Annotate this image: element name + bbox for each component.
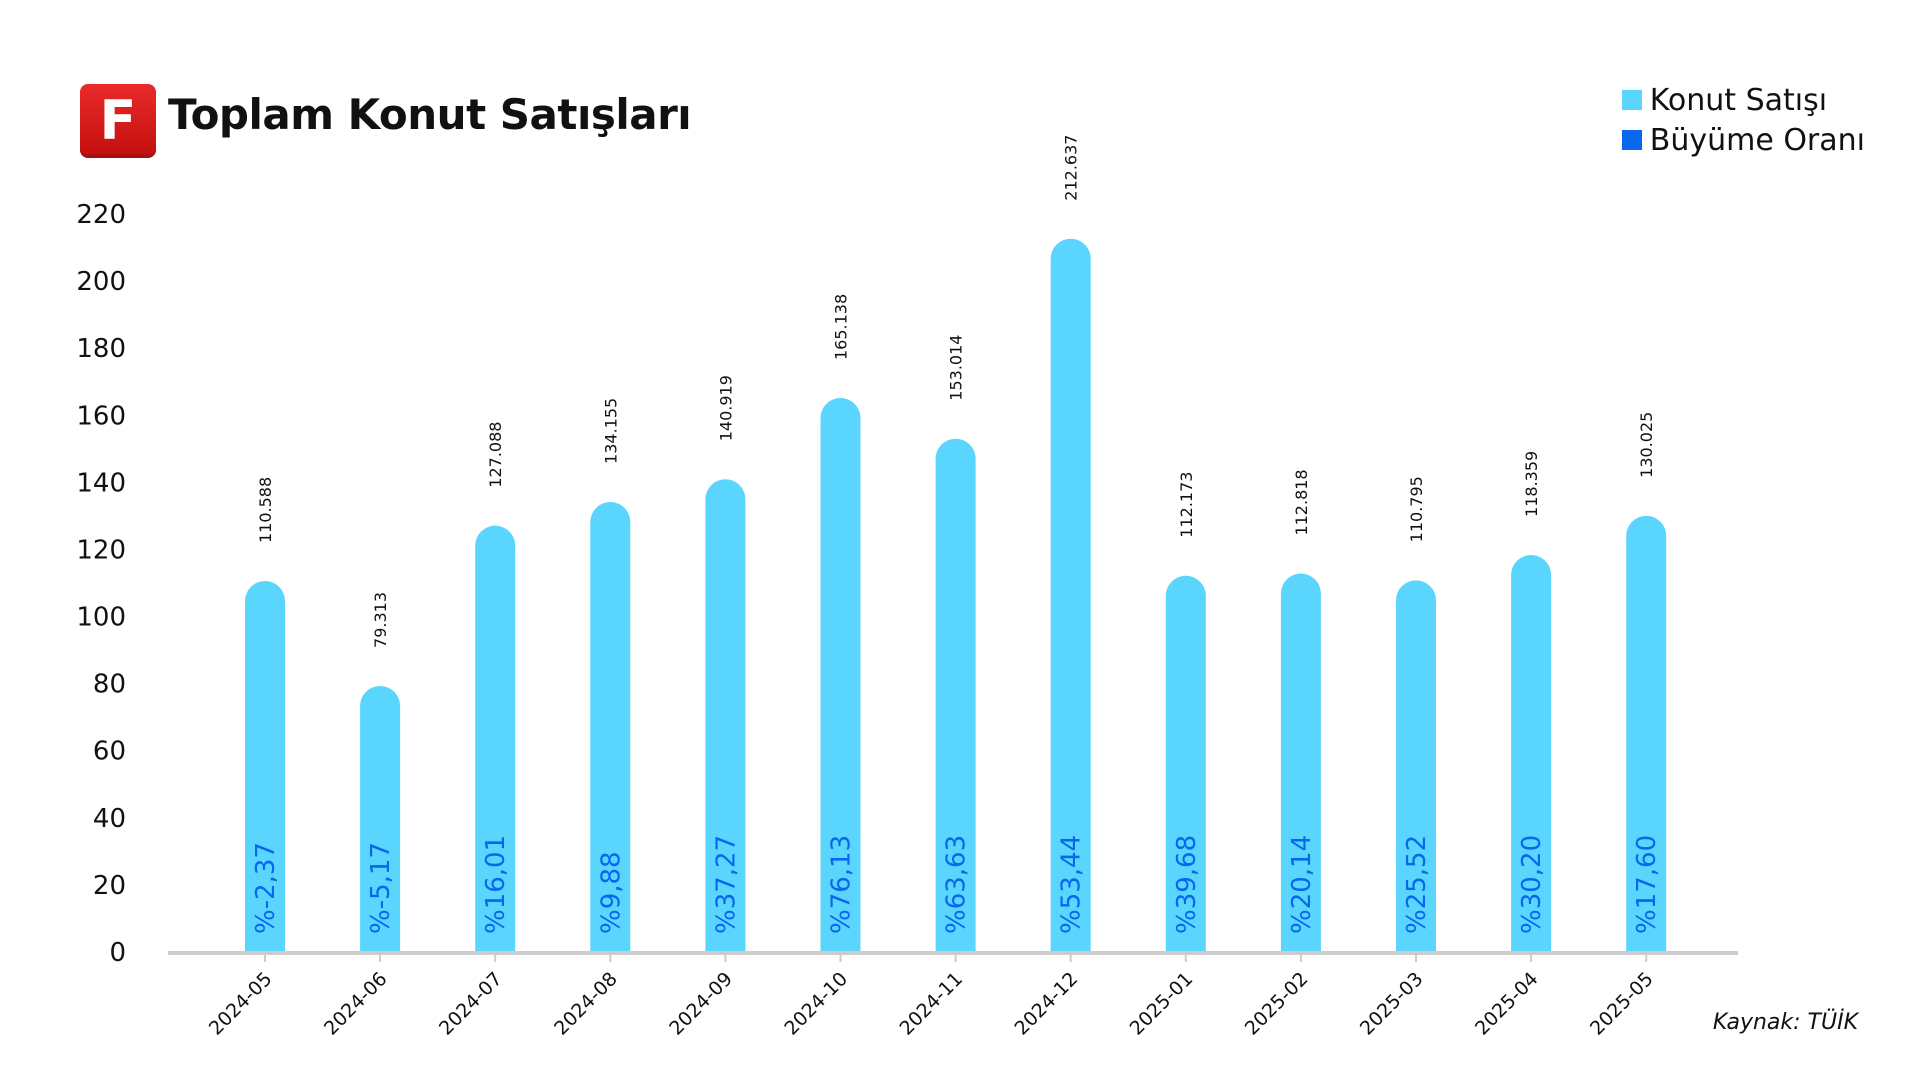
y-tick-label: 100 bbox=[76, 603, 126, 633]
growth-rate-label: %25,52 bbox=[1402, 835, 1432, 934]
y-tick-label: 160 bbox=[76, 401, 126, 431]
growth-rate-label: %39,68 bbox=[1172, 835, 1202, 934]
x-tick-label: 2024-09 bbox=[665, 968, 737, 1040]
y-tick-label: 0 bbox=[109, 938, 126, 968]
x-tick-label: 2024-11 bbox=[895, 968, 967, 1040]
growth-rate-label: %76,13 bbox=[827, 835, 857, 934]
bar bbox=[245, 581, 285, 952]
bar bbox=[820, 398, 861, 952]
y-tick-label: 20 bbox=[93, 871, 126, 901]
y-tick-label: 40 bbox=[93, 804, 126, 834]
growth-rate-label: %-5,17 bbox=[366, 842, 396, 934]
x-tick-label: 2025-05 bbox=[1586, 968, 1658, 1040]
bar-value-label: 140.919 bbox=[716, 375, 735, 441]
growth-rate-label: %30,20 bbox=[1517, 835, 1547, 934]
bar-value-label: 134.155 bbox=[601, 398, 620, 464]
bar bbox=[1626, 515, 1667, 952]
bar bbox=[1511, 554, 1552, 952]
y-tick-label: 80 bbox=[93, 670, 126, 700]
y-tick-label: 120 bbox=[76, 535, 126, 565]
y-tick-label: 60 bbox=[93, 737, 126, 767]
logo: F bbox=[80, 84, 156, 158]
bar bbox=[1050, 238, 1091, 952]
growth-rate-label: %16,01 bbox=[481, 835, 511, 934]
x-tick-label: 2024-10 bbox=[780, 968, 852, 1040]
growth-rate-label: %63,63 bbox=[942, 835, 972, 934]
chart-title: Toplam Konut Satışları bbox=[168, 90, 692, 139]
bar bbox=[1396, 580, 1436, 952]
x-tick-label: 2024-07 bbox=[435, 968, 507, 1040]
source-note: Kaynak: TÜİK bbox=[1712, 1010, 1858, 1035]
bar bbox=[1280, 573, 1321, 952]
bar-value-label: 110.588 bbox=[256, 477, 275, 543]
bar-value-label: 153.014 bbox=[947, 335, 966, 401]
bar bbox=[935, 438, 976, 952]
legend-label-konut-satisi: Konut Satışı bbox=[1649, 82, 1828, 118]
bar bbox=[705, 479, 746, 952]
legend-item-buyume-orani: Büyüme Oranı bbox=[1621, 120, 1865, 160]
legend-swatch-konut-satisi bbox=[1621, 90, 1642, 110]
x-tick-label: 2024-05 bbox=[205, 968, 277, 1040]
bar-value-label: 110.795 bbox=[1407, 476, 1426, 542]
bar-value-label: 130.025 bbox=[1637, 412, 1656, 478]
growth-rate-label: %20,14 bbox=[1287, 835, 1317, 934]
legend: Konut Satışı Büyüme Oranı bbox=[1621, 80, 1865, 160]
bar bbox=[475, 525, 516, 952]
bar bbox=[360, 685, 401, 952]
bar-value-label: 127.088 bbox=[486, 422, 505, 488]
bar bbox=[1165, 575, 1206, 952]
bar-value-label: 112.818 bbox=[1292, 469, 1311, 535]
x-tick-label: 2024-06 bbox=[320, 968, 392, 1040]
legend-item-konut-satisi: Konut Satışı bbox=[1621, 80, 1865, 120]
bar-value-label: 165.138 bbox=[832, 294, 851, 360]
logo-letter: F bbox=[99, 89, 137, 152]
y-tick-label: 200 bbox=[76, 267, 126, 297]
x-tick-label: 2025-03 bbox=[1356, 968, 1428, 1040]
bar-value-label: 112.173 bbox=[1177, 472, 1196, 538]
growth-rate-label: %9,88 bbox=[596, 851, 626, 934]
x-tick-label: 2025-02 bbox=[1241, 968, 1313, 1040]
growth-rate-label: %-2,37 bbox=[251, 842, 281, 934]
x-tick-label: 2025-01 bbox=[1126, 968, 1198, 1040]
legend-label-buyume-orani: Büyüme Oranı bbox=[1649, 122, 1865, 158]
growth-rate-label: %17,60 bbox=[1632, 835, 1662, 934]
bar-value-label: 212.637 bbox=[1062, 135, 1081, 201]
x-tick-label: 2025-04 bbox=[1471, 968, 1543, 1040]
bar bbox=[590, 501, 631, 952]
growth-rate-label: %53,44 bbox=[1057, 835, 1087, 934]
bar-value-label: 79.313 bbox=[371, 592, 390, 648]
growth-rate-label: %37,27 bbox=[711, 835, 741, 934]
x-tick-label: 2024-08 bbox=[550, 968, 622, 1040]
y-tick-label: 180 bbox=[76, 334, 126, 364]
y-tick-label: 220 bbox=[76, 200, 126, 230]
legend-swatch-buyume-orani bbox=[1621, 130, 1642, 150]
bar-value-label: 118.359 bbox=[1522, 451, 1541, 517]
y-tick-label: 140 bbox=[76, 468, 126, 498]
x-tick-label: 2024-12 bbox=[1011, 968, 1083, 1040]
